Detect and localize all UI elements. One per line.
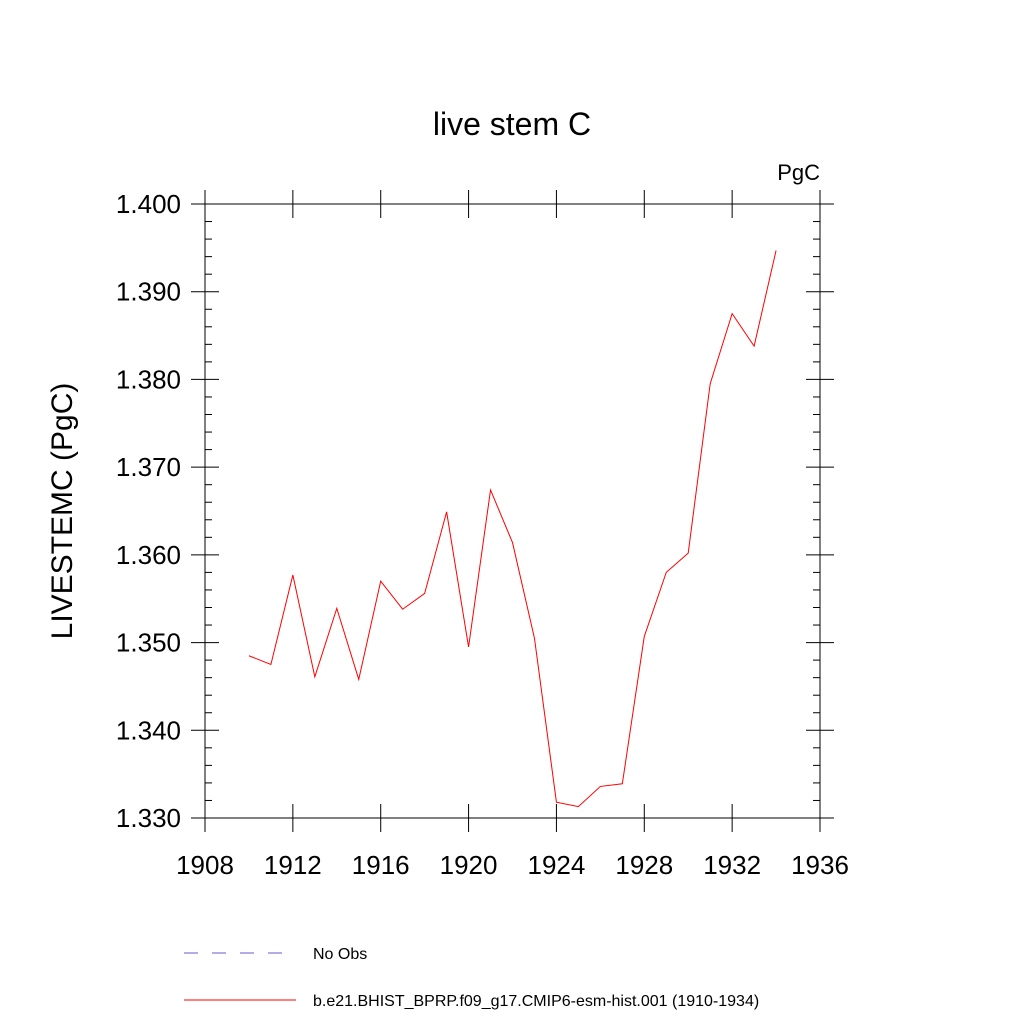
- y-axis-label: LIVESTEMC (PgC): [46, 383, 79, 640]
- y-tick-label: 1.400: [116, 189, 181, 219]
- units-label: PgC: [777, 160, 820, 185]
- x-tick-labels: 1908 1912 1916 1920 1924 1928 1932 1936: [176, 850, 849, 880]
- x-tick-label: 1908: [176, 850, 234, 880]
- legend: No Obs b.e21.BHIST_BPRP.f09_g17.CMIP6-es…: [184, 946, 759, 1010]
- y-tick-label: 1.350: [116, 628, 181, 658]
- x-tick-label: 1932: [703, 850, 761, 880]
- x-tick-label: 1928: [615, 850, 673, 880]
- y-tick-label: 1.380: [116, 364, 181, 394]
- y-tick-label: 1.340: [116, 715, 181, 745]
- y-tick-label: 1.330: [116, 803, 181, 833]
- y-tick-label: 1.370: [116, 452, 181, 482]
- x-tick-label: 1912: [264, 850, 322, 880]
- chart-title: live stem C: [433, 106, 591, 142]
- axis-ticks: [191, 190, 834, 832]
- legend-label-no-obs: No Obs: [313, 946, 367, 963]
- x-tick-label: 1924: [528, 850, 586, 880]
- x-tick-label: 1916: [352, 850, 410, 880]
- series-line: [248, 250, 777, 808]
- legend-label-model: b.e21.BHIST_BPRP.f09_g17.CMIP6-esm-hist.…: [313, 993, 759, 1010]
- x-tick-label: 1936: [791, 850, 849, 880]
- y-tick-labels: 1.330 1.340 1.350 1.360 1.370 1.380 1.390 1.400: [116, 189, 181, 833]
- x-tick-label: 1920: [440, 850, 498, 880]
- y-tick-label: 1.390: [116, 277, 181, 307]
- series-lines: [248, 250, 777, 808]
- y-tick-label: 1.360: [116, 540, 181, 570]
- plot-frame: [204, 203, 821, 819]
